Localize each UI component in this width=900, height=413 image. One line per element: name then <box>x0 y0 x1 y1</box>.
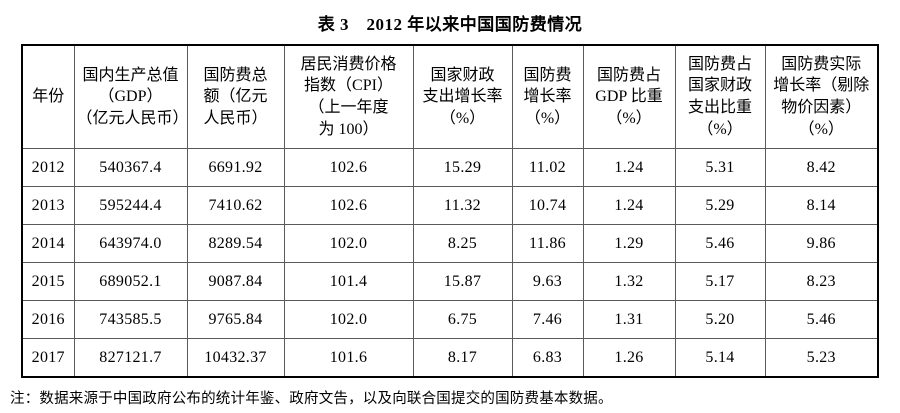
cell-year: 2012 <box>21 148 75 187</box>
table-header-row: 年份 国内生产总值 （GDP） （亿元人民币） 国防费总 额（亿元 人民币） 居… <box>21 44 879 149</box>
cell-defense-real-growth: 8.23 <box>764 262 879 301</box>
cell-defense-real-growth: 8.14 <box>764 186 879 225</box>
cell-gdp: 743585.5 <box>73 300 188 339</box>
cell-fiscal-growth: 15.29 <box>412 148 513 187</box>
table-row-2013: 2013 595244.4 7410.62 102.6 11.32 10.74 … <box>21 186 879 225</box>
table-row-2016: 2016 743585.5 9765.84 102.0 6.75 7.46 1.… <box>21 300 879 339</box>
cell-fiscal-growth: 8.25 <box>412 224 513 263</box>
cell-defense-growth: 10.74 <box>511 186 584 225</box>
cell-defense-gdp-share: 1.24 <box>582 186 676 225</box>
cell-fiscal-growth: 11.32 <box>412 186 513 225</box>
cell-gdp: 595244.4 <box>73 186 188 225</box>
cell-defense-fiscal-share: 5.31 <box>674 148 766 187</box>
cell-defense-total: 8289.54 <box>186 224 285 263</box>
cell-fiscal-growth: 6.75 <box>412 300 513 339</box>
cell-gdp: 689052.1 <box>73 262 188 301</box>
cell-defense-fiscal-share: 5.20 <box>674 300 766 339</box>
column-header-gdp: 国内生产总值 （GDP） （亿元人民币） <box>73 44 188 149</box>
cell-defense-growth: 9.63 <box>511 262 584 301</box>
cell-cpi: 101.4 <box>283 262 414 301</box>
cell-year: 2015 <box>21 262 75 301</box>
cell-gdp: 540367.4 <box>73 148 188 187</box>
cell-cpi: 102.0 <box>283 300 414 339</box>
column-header-year: 年份 <box>21 44 75 149</box>
table-row-2015: 2015 689052.1 9087.84 101.4 15.87 9.63 1… <box>21 262 879 301</box>
cell-defense-growth: 11.86 <box>511 224 584 263</box>
column-header-defense-gdp-share: 国防费占 GDP 比重 （%） <box>582 44 676 149</box>
cell-year: 2016 <box>21 300 75 339</box>
cell-defense-total: 9087.84 <box>186 262 285 301</box>
source-note: 注：数据来源于中国政府公布的统计年鉴、政府文告，以及向联合国提交的国防费基本数据… <box>10 391 613 407</box>
cell-defense-total: 10432.37 <box>186 338 285 378</box>
cell-defense-real-growth: 5.23 <box>764 338 879 378</box>
cell-year: 2017 <box>21 338 75 378</box>
cell-cpi: 102.6 <box>283 148 414 187</box>
cell-defense-gdp-share: 1.24 <box>582 148 676 187</box>
cell-defense-growth: 11.02 <box>511 148 584 187</box>
table-row-2017: 2017 827121.7 10432.37 101.6 8.17 6.83 1… <box>21 338 879 378</box>
column-header-defense-growth: 国防费 增长率 （%） <box>511 44 584 149</box>
table-caption: 表 3 2012 年以来中国国防费情况 <box>317 15 583 34</box>
cell-defense-fiscal-share: 5.17 <box>674 262 766 301</box>
column-header-defense-total: 国防费总 额（亿元 人民币） <box>186 44 285 149</box>
cell-defense-growth: 6.83 <box>511 338 584 378</box>
cell-defense-fiscal-share: 5.46 <box>674 224 766 263</box>
cell-defense-real-growth: 8.42 <box>764 148 879 187</box>
cell-fiscal-growth: 15.87 <box>412 262 513 301</box>
cell-defense-total: 7410.62 <box>186 186 285 225</box>
column-header-defense-fiscal-share: 国防费占 国家财政 支出比重 （%） <box>674 44 766 149</box>
cell-defense-real-growth: 9.86 <box>764 224 879 263</box>
cell-gdp: 643974.0 <box>73 224 188 263</box>
column-header-cpi: 居民消费价格 指数（CPI） （上一年度 为 100） <box>283 44 414 149</box>
cell-defense-fiscal-share: 5.29 <box>674 186 766 225</box>
cell-defense-fiscal-share: 5.14 <box>674 338 766 378</box>
cell-year: 2014 <box>21 224 75 263</box>
cell-cpi: 101.6 <box>283 338 414 378</box>
cell-defense-total: 6691.92 <box>186 148 285 187</box>
table-row-2014: 2014 643974.0 8289.54 102.0 8.25 11.86 1… <box>21 224 879 263</box>
defense-expenditure-table: 年份 国内生产总值 （GDP） （亿元人民币） 国防费总 额（亿元 人民币） 居… <box>21 44 879 378</box>
cell-cpi: 102.6 <box>283 186 414 225</box>
table-row-2012: 2012 540367.4 6691.92 102.6 15.29 11.02 … <box>21 148 879 187</box>
cell-fiscal-growth: 8.17 <box>412 338 513 378</box>
cell-defense-growth: 7.46 <box>511 300 584 339</box>
cell-year: 2013 <box>21 186 75 225</box>
cell-defense-gdp-share: 1.29 <box>582 224 676 263</box>
cell-cpi: 102.0 <box>283 224 414 263</box>
cell-defense-real-growth: 5.46 <box>764 300 879 339</box>
cell-defense-gdp-share: 1.32 <box>582 262 676 301</box>
cell-defense-total: 9765.84 <box>186 300 285 339</box>
column-header-fiscal-growth: 国家财政 支出增长率 （%） <box>412 44 513 149</box>
cell-defense-gdp-share: 1.26 <box>582 338 676 378</box>
cell-gdp: 827121.7 <box>73 338 188 378</box>
column-header-defense-real-growth: 国防费实际 增长率（剔除 物价因素） （%） <box>764 44 879 149</box>
cell-defense-gdp-share: 1.31 <box>582 300 676 339</box>
